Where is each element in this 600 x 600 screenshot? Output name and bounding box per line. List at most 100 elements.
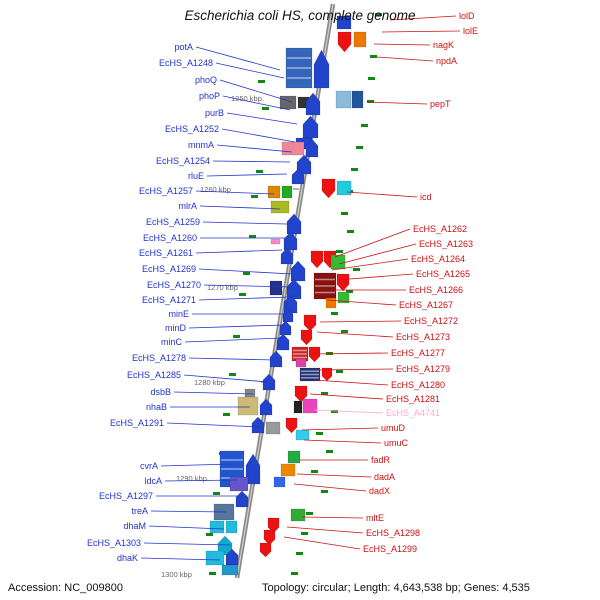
gene-feature[interactable]	[279, 95, 297, 110]
gene-label-EcHS_A1261[interactable]: EcHS_A1261	[139, 248, 193, 258]
gene-feature[interactable]	[337, 291, 350, 304]
gene-label-EcHS_A1303[interactable]: EcHS_A1303	[87, 538, 141, 548]
gene-label-minC[interactable]: minC	[161, 337, 183, 347]
gene-feature[interactable]	[251, 416, 265, 434]
gene-feature[interactable]	[293, 400, 303, 414]
gene-feature[interactable]	[273, 476, 286, 488]
gene-feature[interactable]	[280, 463, 296, 477]
gene-feature[interactable]	[279, 320, 292, 336]
gene-label-npdA[interactable]: npdA	[436, 56, 457, 66]
gene-label-phoQ[interactable]: phoQ	[195, 75, 217, 85]
gene-feature[interactable]	[281, 185, 293, 199]
gene-feature[interactable]	[229, 476, 249, 492]
gene-label-potA[interactable]: potA	[174, 42, 193, 52]
gene-feature[interactable]	[285, 417, 298, 434]
gene-feature[interactable]	[280, 247, 294, 265]
gene-label-EcHS_A4741[interactable]: EcHS_A4741	[386, 408, 440, 418]
gene-feature[interactable]	[294, 385, 308, 403]
gene-label-fadR[interactable]: fadR	[371, 455, 391, 465]
gene-feature[interactable]	[308, 346, 321, 363]
gene-label-EcHS_A1267[interactable]: EcHS_A1267	[399, 300, 453, 310]
gene-feature[interactable]	[281, 141, 305, 156]
gene-feature[interactable]	[351, 90, 364, 109]
gene-label-EcHS_A1264[interactable]: EcHS_A1264	[411, 254, 465, 264]
gene-feature[interactable]	[321, 178, 336, 199]
gene-feature[interactable]	[295, 358, 307, 368]
gene-label-EcHS_A1297[interactable]: EcHS_A1297	[99, 491, 153, 501]
gene-label-EcHS_A1271[interactable]: EcHS_A1271	[142, 295, 196, 305]
gene-feature[interactable]	[321, 367, 333, 382]
gene-feature[interactable]	[310, 250, 324, 269]
gene-label-EcHS_A1259[interactable]: EcHS_A1259	[146, 217, 200, 227]
gene-label-mltE[interactable]: mltE	[366, 513, 384, 523]
gene-label-EcHS_A1280[interactable]: EcHS_A1280	[391, 380, 445, 390]
gene-feature[interactable]	[267, 517, 280, 534]
gene-feature[interactable]	[300, 329, 313, 346]
gene-label-EcHS_A1252[interactable]: EcHS_A1252	[165, 124, 219, 134]
gene-label-EcHS_A1265[interactable]: EcHS_A1265	[416, 269, 470, 279]
gene-feature[interactable]	[302, 115, 319, 139]
gene-feature[interactable]	[270, 200, 290, 214]
gene-label-purB[interactable]: purB	[205, 108, 224, 118]
gene-label-EcHS_A1281[interactable]: EcHS_A1281	[386, 394, 440, 404]
gene-feature[interactable]	[337, 31, 352, 53]
gene-label-icd[interactable]: icd	[420, 192, 432, 202]
gene-label-EcHS_A1279[interactable]: EcHS_A1279	[396, 364, 450, 374]
gene-label-EcHS_A1248[interactable]: EcHS_A1248	[159, 58, 213, 68]
gene-label-nhaB[interactable]: nhaB	[146, 402, 167, 412]
gene-label-lolD[interactable]: lolD	[459, 11, 475, 21]
gene-feature[interactable]	[225, 520, 238, 534]
gene-feature[interactable]	[325, 297, 337, 309]
gene-feature[interactable]	[263, 529, 276, 546]
gene-label-umuD[interactable]: umuD	[381, 423, 406, 433]
gene-feature[interactable]	[295, 429, 310, 441]
gene-label-cvrA[interactable]: cvrA	[140, 461, 158, 471]
gene-label-EcHS_A1270[interactable]: EcHS_A1270	[147, 280, 201, 290]
gene-label-EcHS_A1257[interactable]: EcHS_A1257	[139, 186, 193, 196]
gene-feature[interactable]	[335, 90, 352, 109]
gene-feature[interactable]	[267, 185, 281, 199]
gene-feature[interactable]	[353, 31, 367, 48]
gene-label-dhaK[interactable]: dhaK	[117, 553, 138, 563]
gene-feature[interactable]	[283, 231, 298, 251]
gene-label-EcHS_A1269[interactable]: EcHS_A1269	[142, 264, 196, 274]
gene-label-EcHS_A1298[interactable]: EcHS_A1298	[366, 528, 420, 538]
gene-feature[interactable]	[291, 168, 305, 185]
gene-feature[interactable]	[305, 138, 319, 158]
gene-feature[interactable]	[290, 260, 306, 282]
gene-label-EcHS_A1285[interactable]: EcHS_A1285	[127, 370, 181, 380]
gene-label-umuC[interactable]: umuC	[384, 438, 409, 448]
gene-label-EcHS_A1278[interactable]: EcHS_A1278	[132, 353, 186, 363]
gene-label-nagK[interactable]: nagK	[433, 40, 454, 50]
gene-feature[interactable]	[262, 373, 276, 391]
gene-label-minD[interactable]: minD	[165, 323, 187, 333]
gene-feature[interactable]	[270, 238, 281, 245]
gene-label-mlrA[interactable]: mlrA	[179, 201, 198, 211]
gene-label-EcHS_A1262[interactable]: EcHS_A1262	[413, 224, 467, 234]
gene-label-phoP[interactable]: phoP	[199, 91, 220, 101]
gene-label-EcHS_A1299[interactable]: EcHS_A1299	[363, 544, 417, 554]
gene-feature[interactable]	[265, 421, 281, 435]
gene-label-minE[interactable]: minE	[168, 309, 189, 319]
gene-label-EcHS_A1266[interactable]: EcHS_A1266	[409, 285, 463, 295]
gene-feature[interactable]	[336, 180, 352, 196]
gene-label-dhaM[interactable]: dhaM	[123, 521, 146, 531]
gene-label-EcHS_A1254[interactable]: EcHS_A1254	[156, 156, 210, 166]
gene-feature[interactable]	[305, 92, 321, 116]
gene-label-EcHS_A1273[interactable]: EcHS_A1273	[396, 332, 450, 342]
gene-label-dsbB[interactable]: dsbB	[150, 387, 171, 397]
gene-feature[interactable]	[225, 548, 239, 566]
gene-label-EcHS_A1291[interactable]: EcHS_A1291	[110, 418, 164, 428]
gene-feature[interactable]	[205, 550, 225, 566]
gene-feature[interactable]	[303, 314, 317, 332]
gene-label-rluE[interactable]: rluE	[188, 171, 204, 181]
gene-label-lolE[interactable]: lolE	[463, 26, 478, 36]
gene-feature[interactable]	[302, 398, 318, 414]
gene-feature[interactable]	[283, 294, 298, 314]
gene-label-ldcA[interactable]: ldcA	[144, 476, 162, 486]
gene-label-EcHS_A1277[interactable]: EcHS_A1277	[391, 348, 445, 358]
gene-feature[interactable]	[336, 273, 350, 292]
gene-feature[interactable]	[269, 280, 283, 296]
gene-feature[interactable]	[259, 398, 273, 416]
gene-label-EcHS_A1263[interactable]: EcHS_A1263	[419, 239, 473, 249]
